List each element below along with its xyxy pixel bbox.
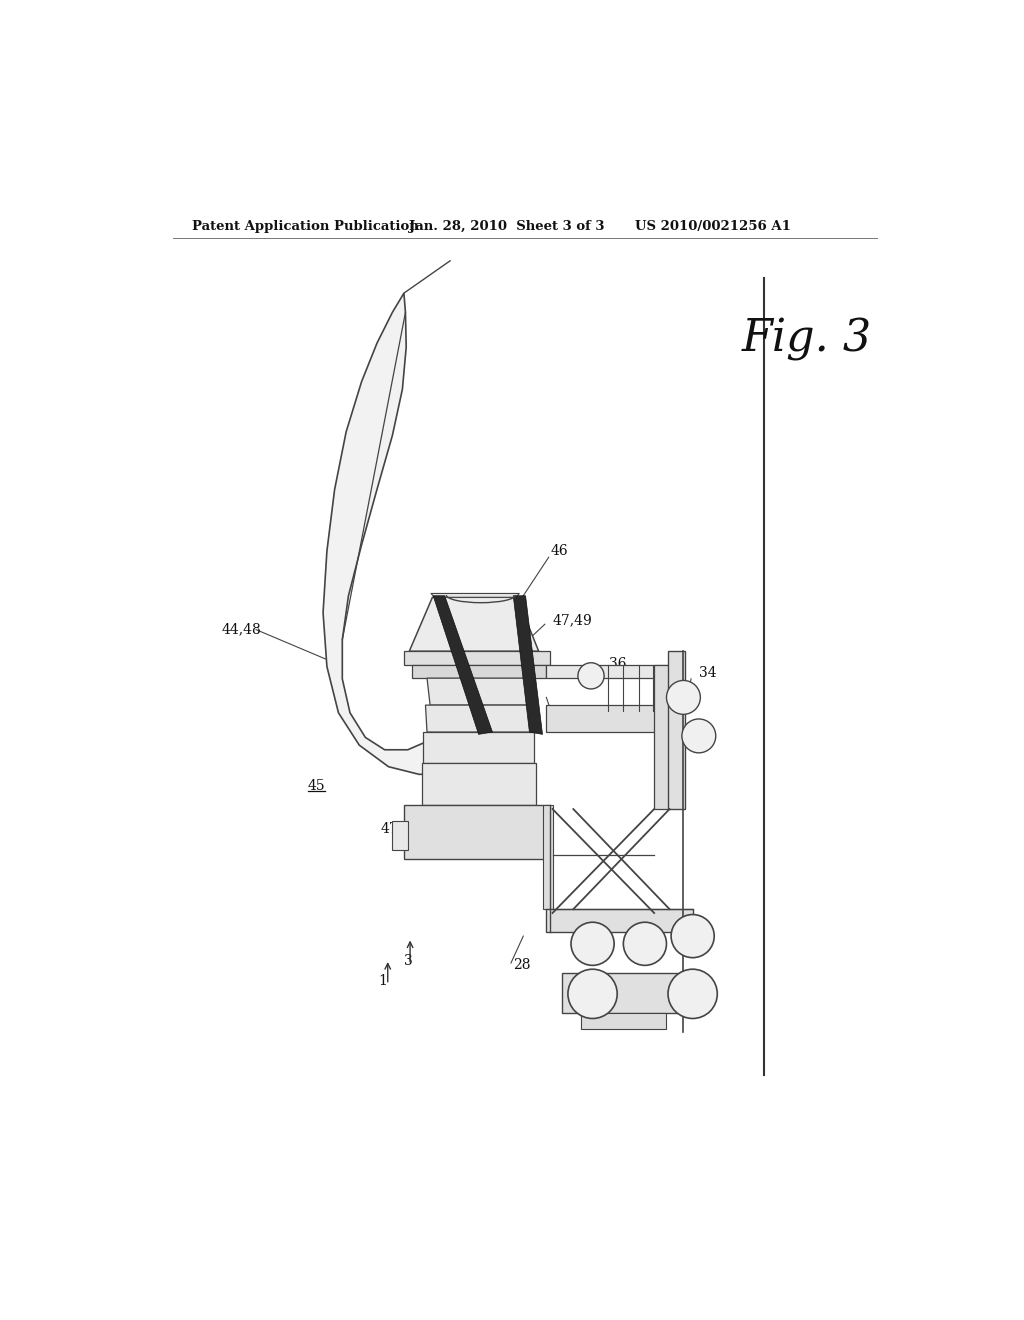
Polygon shape bbox=[410, 597, 539, 651]
Circle shape bbox=[682, 719, 716, 752]
Text: Jan. 28, 2010  Sheet 3 of 3: Jan. 28, 2010 Sheet 3 of 3 bbox=[410, 219, 605, 232]
Polygon shape bbox=[392, 821, 408, 850]
Polygon shape bbox=[427, 678, 531, 705]
Text: US 2010/0021256 A1: US 2010/0021256 A1 bbox=[635, 219, 791, 232]
Text: Fig. 3: Fig. 3 bbox=[741, 318, 871, 360]
Circle shape bbox=[578, 663, 604, 689]
Polygon shape bbox=[547, 705, 668, 733]
Text: 46: 46 bbox=[551, 544, 568, 558]
Polygon shape bbox=[581, 1014, 666, 1028]
Text: 47,49: 47,49 bbox=[553, 614, 592, 627]
Circle shape bbox=[667, 681, 700, 714]
Polygon shape bbox=[431, 594, 519, 597]
Text: Patent Application Publication: Patent Application Publication bbox=[193, 219, 419, 232]
Polygon shape bbox=[668, 651, 685, 809]
Circle shape bbox=[671, 915, 714, 958]
Text: 47,49: 47,49 bbox=[381, 821, 421, 836]
Text: 36: 36 bbox=[609, 656, 627, 671]
Text: 1: 1 bbox=[379, 974, 387, 987]
Polygon shape bbox=[543, 805, 553, 909]
Polygon shape bbox=[513, 595, 543, 734]
Polygon shape bbox=[412, 665, 547, 678]
Text: 34: 34 bbox=[698, 665, 717, 680]
Polygon shape bbox=[422, 763, 536, 805]
Polygon shape bbox=[654, 665, 670, 809]
Circle shape bbox=[668, 969, 717, 1019]
Polygon shape bbox=[423, 733, 535, 763]
Text: 3: 3 bbox=[403, 954, 413, 968]
Polygon shape bbox=[547, 665, 670, 678]
Polygon shape bbox=[433, 595, 493, 734]
Circle shape bbox=[568, 969, 617, 1019]
Polygon shape bbox=[547, 909, 692, 932]
Polygon shape bbox=[403, 805, 550, 859]
Circle shape bbox=[571, 923, 614, 965]
Text: 44,48: 44,48 bbox=[221, 623, 261, 636]
Polygon shape bbox=[425, 705, 532, 733]
Circle shape bbox=[624, 923, 667, 965]
Polygon shape bbox=[403, 651, 550, 665]
Text: 47,49: 47,49 bbox=[562, 706, 601, 719]
Polygon shape bbox=[323, 293, 523, 775]
Text: 45: 45 bbox=[307, 779, 326, 793]
Text: 28: 28 bbox=[513, 958, 530, 973]
Polygon shape bbox=[562, 973, 685, 1014]
